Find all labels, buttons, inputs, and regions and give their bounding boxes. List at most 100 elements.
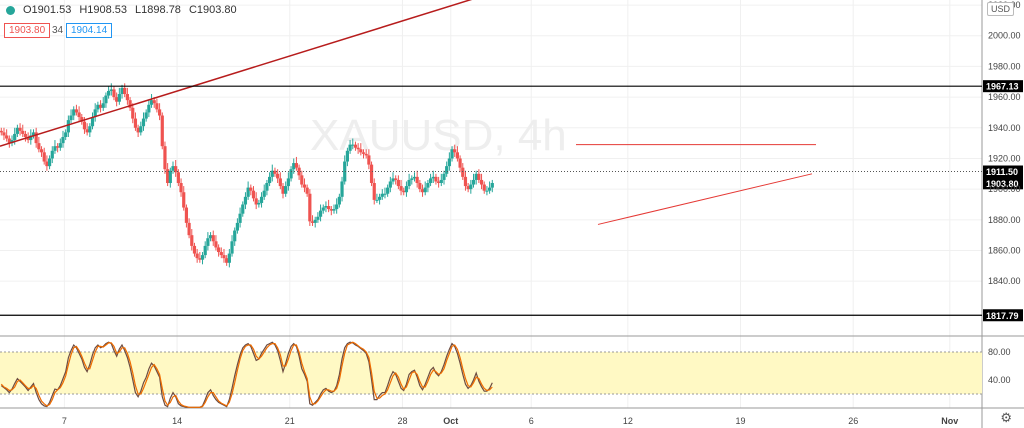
candle xyxy=(458,158,462,168)
candle xyxy=(391,178,395,182)
candle xyxy=(434,176,438,182)
stoch-d-line xyxy=(0,341,493,408)
trendline-resistance xyxy=(0,0,473,147)
candle xyxy=(39,149,44,153)
candle xyxy=(294,163,299,168)
candle xyxy=(241,204,245,214)
time-tick-label: 19 xyxy=(736,416,746,426)
candle xyxy=(179,183,183,193)
candle xyxy=(249,187,253,191)
candle xyxy=(471,179,476,185)
candle xyxy=(88,126,92,133)
candle xyxy=(396,179,400,187)
candle xyxy=(461,167,465,177)
candle xyxy=(211,235,215,242)
candle xyxy=(64,132,68,137)
ask-button[interactable]: 1904.14 xyxy=(66,23,113,38)
candle xyxy=(243,196,248,205)
candle xyxy=(37,143,41,150)
price-label-box xyxy=(983,177,1023,190)
candle xyxy=(426,183,430,188)
candle xyxy=(190,235,194,246)
candle xyxy=(351,144,355,146)
candle xyxy=(101,103,105,108)
high-value: H1908.53 xyxy=(79,4,128,16)
candle xyxy=(192,245,197,254)
candle xyxy=(257,202,261,205)
candle xyxy=(107,90,111,96)
candle xyxy=(332,209,336,211)
candle xyxy=(428,178,433,184)
candle xyxy=(69,115,73,121)
candle xyxy=(147,104,151,113)
candle xyxy=(318,210,323,217)
price-label-box xyxy=(983,309,1023,322)
candle xyxy=(431,176,435,179)
candle xyxy=(7,138,11,144)
price-tick-label: 1900.00 xyxy=(988,184,1021,194)
candle xyxy=(23,133,28,137)
candle xyxy=(259,196,264,203)
candle xyxy=(53,146,57,151)
candle xyxy=(439,179,443,184)
candle xyxy=(292,163,296,170)
gear-icon[interactable]: ⚙ xyxy=(1000,410,1012,425)
candle xyxy=(56,146,60,148)
bid-button[interactable]: 1903.80 xyxy=(4,23,51,38)
candle xyxy=(85,129,89,133)
price-label-box xyxy=(983,165,1023,178)
candle xyxy=(321,207,325,211)
candle xyxy=(246,187,250,197)
candle xyxy=(104,95,108,104)
price-label: 1903.80 xyxy=(986,179,1019,189)
candle xyxy=(490,183,494,188)
candle xyxy=(300,175,304,185)
candle xyxy=(337,196,341,205)
stoch-tick-label: 80.00 xyxy=(988,347,1011,357)
candle xyxy=(74,109,79,113)
candle xyxy=(125,94,129,101)
candle xyxy=(278,178,282,187)
candle xyxy=(66,120,70,133)
candle xyxy=(313,219,317,223)
candle xyxy=(82,121,87,130)
candle xyxy=(13,133,17,141)
candle xyxy=(302,184,307,188)
currency-button[interactable]: USD xyxy=(986,2,1014,16)
candle xyxy=(367,155,371,165)
candle xyxy=(34,132,38,144)
candle xyxy=(267,176,272,184)
candle xyxy=(61,136,65,144)
candle xyxy=(324,206,328,208)
candle xyxy=(136,127,140,133)
ohlc-header: O1901.53 H1908.53 L1898.78 C1903.80 xyxy=(6,4,237,16)
candle xyxy=(265,183,269,191)
spread-value: 34 xyxy=(52,25,64,36)
candle xyxy=(340,181,344,197)
candle xyxy=(386,187,390,194)
candle xyxy=(447,158,451,167)
price-label: 1911.50 xyxy=(986,167,1018,177)
candle xyxy=(206,238,210,246)
candle xyxy=(184,207,189,223)
close-value: C1903.80 xyxy=(188,4,237,16)
candle xyxy=(369,164,374,184)
time-tick-label: 12 xyxy=(623,416,633,426)
candle xyxy=(359,149,363,153)
candle xyxy=(356,147,360,150)
candle xyxy=(131,107,135,119)
candle xyxy=(128,100,132,108)
candle xyxy=(477,173,481,180)
time-tick-label: 7 xyxy=(62,416,67,426)
candle xyxy=(47,158,52,167)
candle xyxy=(72,109,76,116)
candle xyxy=(466,186,470,190)
price-tick-label: 1860.00 xyxy=(988,246,1021,256)
candle xyxy=(152,100,156,104)
candle xyxy=(133,118,138,128)
candle xyxy=(410,178,414,180)
candle xyxy=(262,190,266,197)
candle xyxy=(120,87,124,95)
candle xyxy=(329,209,333,211)
